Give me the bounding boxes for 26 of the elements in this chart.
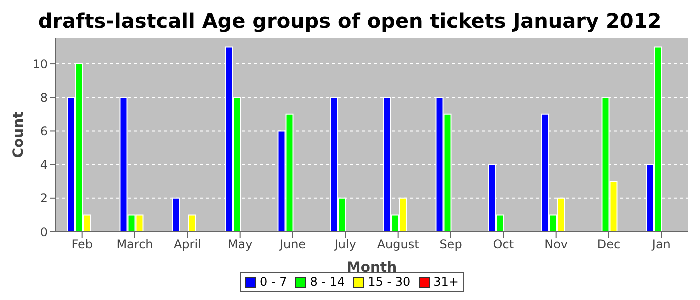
x-tick-label: Nov: [544, 238, 568, 252]
x-tick-label: April: [174, 238, 202, 252]
chart-title: drafts-lastcall Age groups of open tickets January 2012: [37, 8, 663, 34]
x-tick-label: March: [116, 238, 154, 252]
y-tick-label: 4: [40, 158, 48, 172]
x-tick-label: Oct: [493, 238, 514, 252]
bar: [188, 214, 196, 232]
legend-label: 0 - 7: [260, 275, 288, 289]
x-tick-label: July: [334, 238, 356, 252]
legend-label: 8 - 14: [310, 275, 346, 289]
x-tick-label: Jan: [651, 238, 671, 252]
y-axis-title: Count: [10, 111, 27, 158]
x-tick-label: Feb: [72, 238, 93, 252]
y-tick-label: 10: [32, 57, 48, 72]
x-tick-label: Sep: [440, 238, 462, 252]
x-tick-label: Dec: [597, 238, 621, 252]
legend-label: 31+: [434, 275, 459, 289]
y-tick-label: 6: [40, 124, 48, 138]
y-tick-label: 0: [40, 225, 48, 240]
x-axis-title: Month: [346, 260, 398, 276]
y-tick-label: 2: [40, 192, 48, 206]
x-tick-label: May: [228, 238, 253, 252]
x-tick-label: August: [377, 238, 420, 252]
x-tick-label: June: [278, 238, 306, 252]
legend-label: 15 - 30: [368, 275, 411, 289]
y-tick-label: 8: [40, 90, 48, 105]
